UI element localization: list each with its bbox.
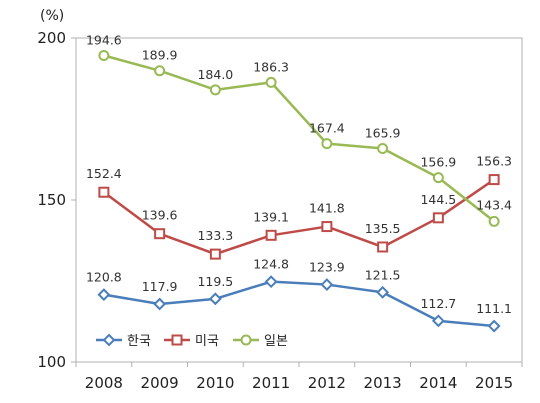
x-axis: 2008 2009 2010 2011 2012 2013 2014 2015 [75, 362, 523, 392]
data-label: 117.9 [142, 279, 178, 294]
x-tick-label: 2010 [196, 374, 234, 392]
data-label: 120.8 [86, 270, 122, 285]
data-label: 133.3 [197, 228, 233, 243]
data-label: 184.0 [197, 67, 233, 82]
series-1-point [487, 319, 501, 333]
data-label: 143.4 [476, 197, 512, 212]
data-label: 141.8 [309, 201, 345, 216]
x-tick-label: 2014 [419, 374, 457, 392]
series-2-point [265, 229, 277, 241]
legend-label-1: 한국 [127, 334, 151, 349]
data-label: 111.1 [476, 301, 512, 316]
legend-marker-1 [102, 333, 116, 347]
data-label: 139.6 [142, 208, 178, 223]
series-3-point [265, 76, 277, 88]
data-labels: 120.8 117.9 119.5 124.8 123.9 121.5 112.7 111.1… [86, 32, 512, 316]
series-group [97, 49, 501, 333]
series-line-1 [103, 280, 495, 328]
data-label: 123.9 [309, 260, 345, 275]
series-2-point [209, 248, 221, 260]
series-1-point [320, 278, 334, 291]
x-tick-label: 2013 [364, 374, 402, 392]
series-3-point [432, 172, 444, 184]
x-tick-label: 2011 [252, 374, 290, 392]
y-tick-label: 200 [37, 29, 66, 47]
series-1-point [376, 285, 390, 299]
y-axis: 100 150 200 [37, 29, 76, 371]
x-tick-label: 2015 [475, 374, 513, 392]
series-3-point [377, 142, 389, 154]
x-tick-label: 2012 [308, 374, 346, 392]
series-1-point [208, 292, 222, 306]
series-2-point [488, 174, 500, 186]
series-3-point [488, 215, 500, 227]
data-label: 194.6 [86, 32, 122, 47]
series-2-point [98, 186, 110, 198]
series-line-2 [103, 178, 495, 256]
data-label: 167.4 [309, 121, 345, 136]
series-2-point [321, 221, 333, 233]
data-label: 112.7 [420, 296, 456, 311]
data-label: 144.5 [420, 192, 456, 207]
data-label: 152.4 [86, 166, 122, 181]
series-3-point [98, 49, 110, 61]
series-1-point [264, 275, 278, 289]
data-label: 189.9 [142, 48, 178, 63]
legend-label-3: 일본 [264, 334, 288, 349]
data-label: 186.3 [253, 59, 289, 74]
data-label: 135.5 [365, 221, 401, 236]
legend-label-2: 미국 [195, 334, 219, 349]
x-tick-label: 2008 [85, 374, 123, 392]
data-label: 121.5 [365, 267, 401, 282]
x-tick-label: 2009 [141, 374, 179, 392]
y-tick-label: 100 [37, 353, 66, 371]
series-1-point [431, 314, 445, 328]
data-label: 139.1 [253, 209, 289, 224]
legend-marker-2 [171, 334, 183, 346]
data-label: 165.9 [365, 125, 401, 140]
series-3-point [321, 138, 333, 150]
data-label: 156.9 [420, 155, 456, 170]
legend: 한국 미국 일본 [96, 333, 288, 349]
data-label: 124.8 [253, 257, 289, 272]
series-2-point [154, 228, 166, 240]
series-1-point [97, 288, 111, 302]
data-label: 119.5 [197, 274, 233, 289]
series-1-point [153, 297, 167, 311]
y-tick-label: 150 [37, 191, 66, 209]
series-3-point [154, 65, 166, 77]
y-unit-label: (%) [40, 8, 64, 24]
series-2-point [377, 241, 389, 253]
series-line-3 [103, 54, 495, 223]
series-2-point [432, 212, 444, 224]
series-3-point [209, 84, 221, 96]
legend-marker-3 [240, 334, 252, 346]
data-label: 156.3 [476, 154, 512, 169]
